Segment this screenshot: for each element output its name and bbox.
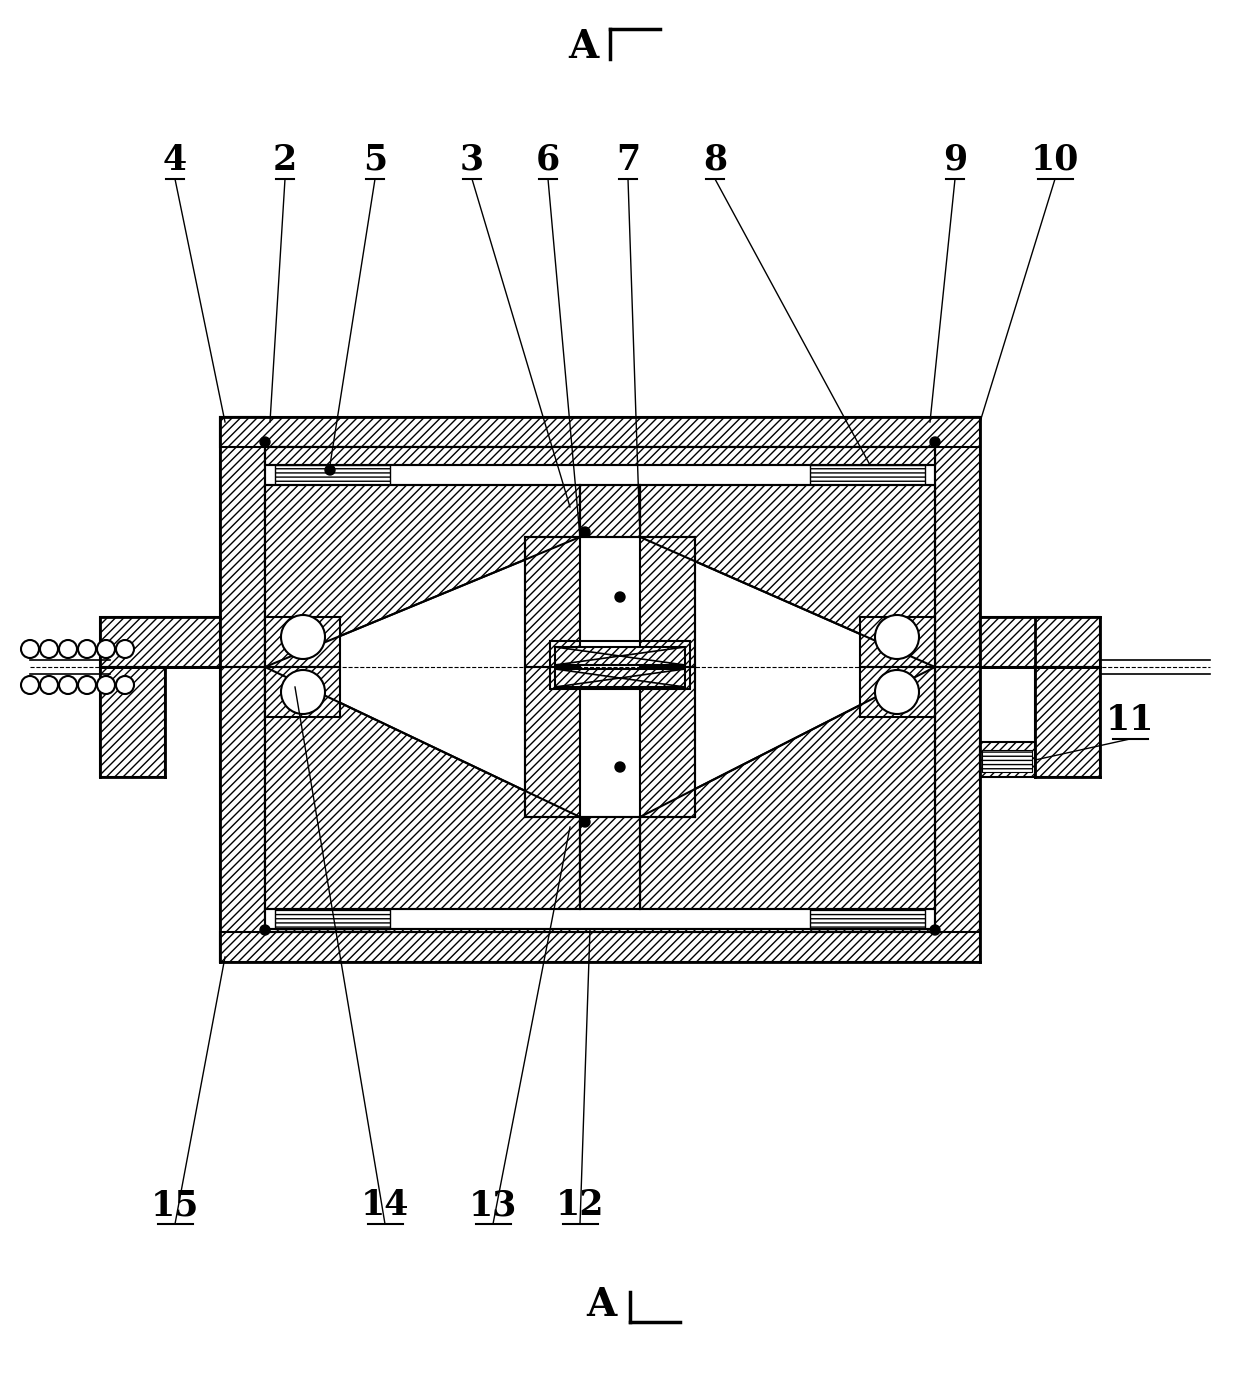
Circle shape	[875, 671, 919, 715]
Circle shape	[21, 640, 38, 658]
Text: 10: 10	[1030, 143, 1079, 178]
Bar	[551, 642, 689, 688]
Circle shape	[260, 925, 270, 935]
Circle shape	[117, 676, 134, 694]
Bar	[580, 817, 640, 909]
Polygon shape	[640, 485, 935, 666]
Text: 14: 14	[361, 1188, 409, 1221]
Bar	[265, 929, 935, 932]
Bar	[275, 465, 391, 485]
Polygon shape	[265, 666, 580, 909]
Polygon shape	[640, 666, 935, 909]
Circle shape	[281, 616, 325, 660]
Bar	[980, 617, 1100, 666]
Circle shape	[615, 761, 625, 772]
Text: 3: 3	[460, 143, 484, 178]
Bar	[525, 666, 580, 817]
Text: 15: 15	[151, 1188, 200, 1221]
Circle shape	[97, 640, 115, 658]
Circle shape	[580, 527, 590, 537]
Circle shape	[60, 676, 77, 694]
Bar	[640, 537, 694, 666]
Bar	[935, 666, 980, 963]
Text: 6: 6	[536, 143, 560, 178]
Text: 7: 7	[616, 143, 640, 178]
Circle shape	[615, 592, 625, 602]
Circle shape	[325, 465, 335, 475]
Circle shape	[40, 640, 58, 658]
Circle shape	[78, 676, 95, 694]
Circle shape	[60, 640, 77, 658]
Bar	[100, 617, 219, 666]
Bar	[265, 666, 340, 717]
Bar	[980, 742, 1035, 777]
Text: 9: 9	[942, 143, 967, 178]
Bar	[810, 465, 925, 485]
Text: 13: 13	[469, 1188, 517, 1221]
Circle shape	[260, 437, 270, 448]
Circle shape	[930, 925, 940, 935]
Bar	[219, 666, 265, 963]
Circle shape	[97, 676, 115, 694]
Bar	[100, 666, 165, 777]
Circle shape	[930, 437, 940, 448]
Bar	[265, 617, 340, 666]
Circle shape	[117, 640, 134, 658]
Circle shape	[281, 671, 325, 715]
Bar	[861, 666, 935, 717]
Text: A: A	[585, 1286, 616, 1325]
Text: 11: 11	[1106, 704, 1154, 737]
Bar	[219, 417, 265, 666]
Bar	[935, 417, 980, 666]
Bar	[219, 417, 980, 448]
Text: 2: 2	[273, 143, 298, 178]
Text: 4: 4	[162, 143, 187, 178]
Bar	[640, 666, 694, 817]
Circle shape	[580, 817, 590, 828]
Circle shape	[78, 640, 95, 658]
Bar	[265, 448, 935, 465]
Bar	[556, 647, 684, 665]
Bar	[810, 909, 925, 929]
Bar	[275, 909, 391, 929]
Text: 8: 8	[703, 143, 727, 178]
Circle shape	[40, 676, 58, 694]
Bar	[556, 669, 684, 687]
Bar	[1035, 666, 1100, 777]
Bar	[219, 932, 980, 963]
Bar	[982, 750, 1032, 772]
Circle shape	[21, 676, 38, 694]
Polygon shape	[265, 485, 580, 666]
Bar	[525, 537, 580, 666]
Text: A: A	[568, 28, 598, 66]
Text: 12: 12	[556, 1188, 604, 1221]
Text: 5: 5	[363, 143, 387, 178]
Circle shape	[875, 616, 919, 660]
Bar	[580, 485, 640, 537]
Bar	[861, 617, 935, 666]
